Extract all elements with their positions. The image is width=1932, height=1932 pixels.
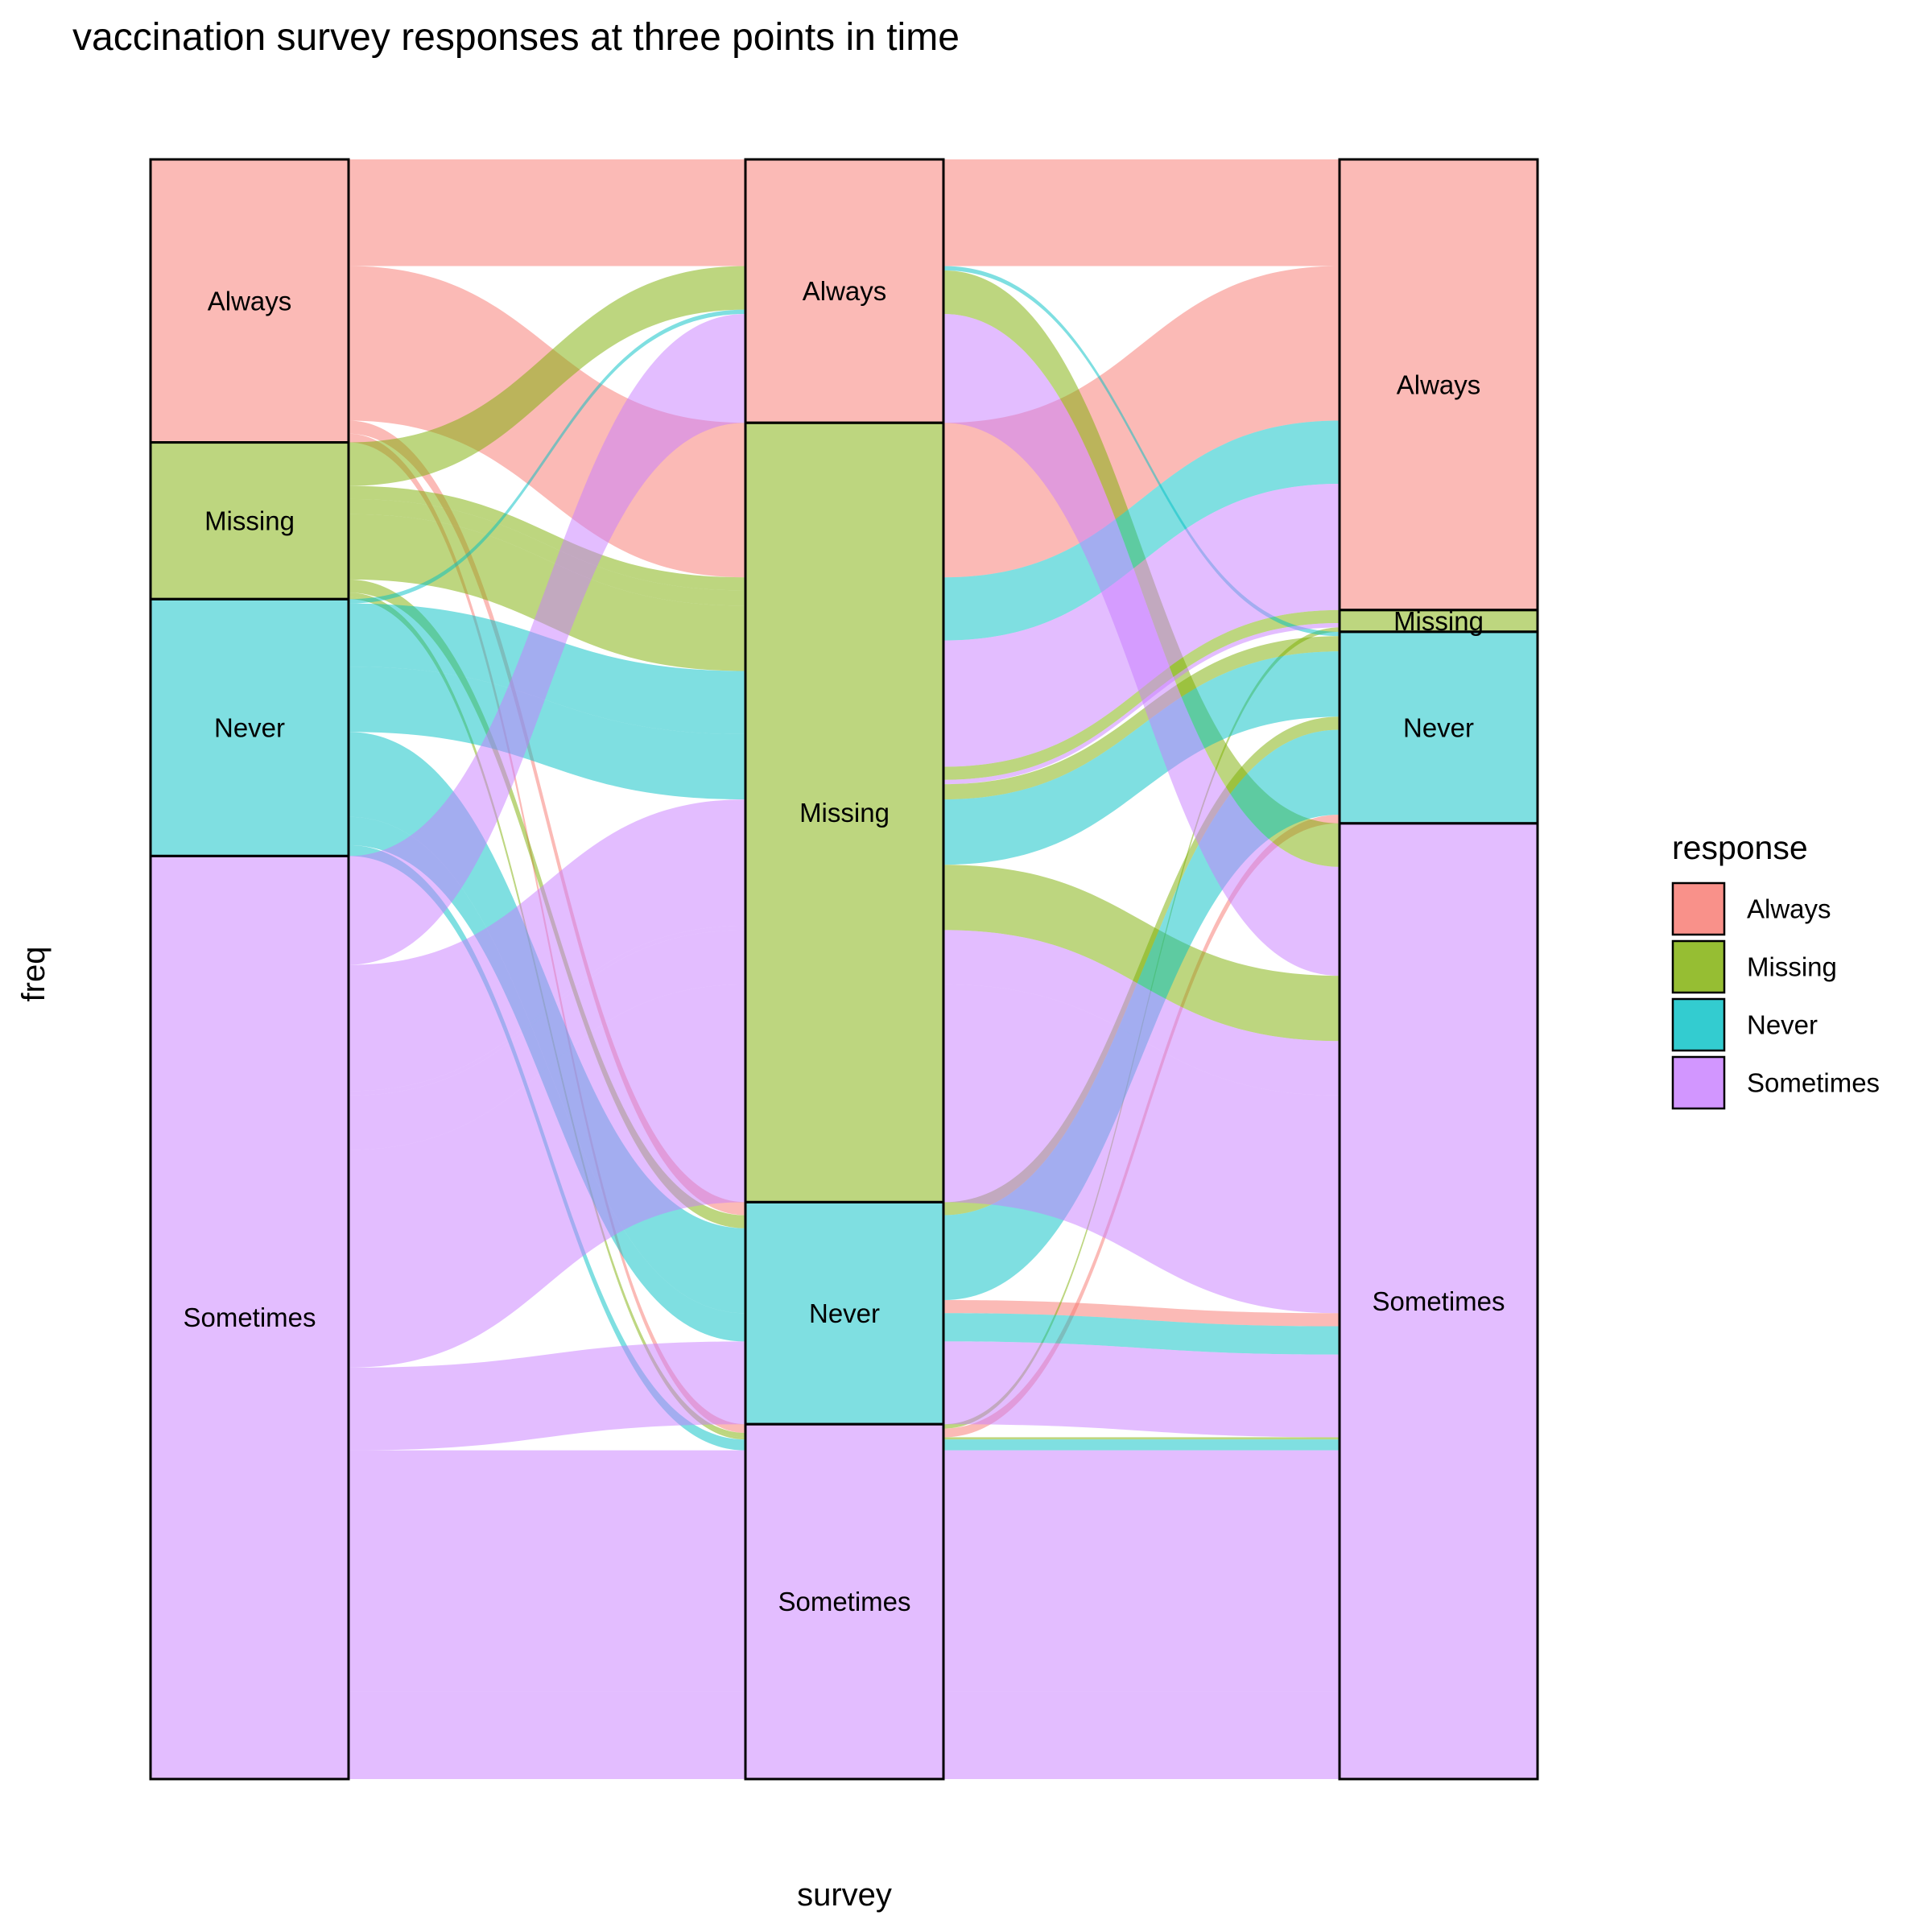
stratum-fill-axis2-missing	[745, 423, 943, 1203]
legend-label-always: Always	[1747, 894, 1831, 924]
legend-key-always	[1671, 881, 1726, 936]
flow-sometimes-missing-missing-seg2	[943, 623, 1340, 785]
flow-missing-missing-sometimes-seg2	[943, 865, 1340, 1042]
flow-sometimes-sometimes-sometimes-seg1	[349, 1450, 745, 1692]
legend-key-never	[1671, 997, 1726, 1052]
flow-never-always-never-seg1	[349, 309, 745, 604]
legend-label-never: Never	[1747, 1010, 1818, 1040]
stratum-fill-axis1-sometimes	[151, 856, 349, 1779]
legend-label-missing: Missing	[1747, 952, 1837, 982]
chart-title: vaccination survey responses at three po…	[72, 16, 960, 59]
stratum-label-axis2-sometimes: Sometimes	[778, 1587, 910, 1616]
stratum-label-axis2-missing: Missing	[799, 798, 890, 828]
stratum-fill-axis3-always	[1340, 159, 1538, 610]
legend-label-sometimes: Sometimes	[1747, 1068, 1880, 1098]
strata-layer: Always Missing Never Sometimes Always Missing…	[149, 158, 1539, 1781]
stratum-fill-axis1-missing	[151, 442, 349, 600]
stratum-label-axis1-always: Always	[208, 286, 292, 316]
flow-never-never-sometimes-seg2	[943, 1313, 1340, 1355]
legend-key-missing	[1671, 939, 1726, 994]
stratum-label-axis1-sometimes: Sometimes	[183, 1302, 316, 1332]
flow-sometimes-missing-sometimes-seg2	[943, 930, 1340, 1096]
flows-layer	[349, 159, 1340, 1779]
flow-missing-missing-never-seg1	[349, 498, 745, 606]
stratum-label-axis3-missing: Missing	[1393, 606, 1484, 636]
flow-sometimes-never-sometimes-seg1	[349, 1341, 745, 1451]
legend-key-sometimes	[1671, 1055, 1726, 1110]
stratum-box-axis2-sometimes	[744, 1422, 945, 1781]
stratum-label-axis3-sometimes: Sometimes	[1372, 1286, 1505, 1316]
flow-sometimes-sometimes-sometimes-seg2	[943, 1450, 1340, 1692]
flow-always-always-always-seg1	[349, 159, 745, 266]
stratum-fill-axis1-never	[151, 599, 349, 857]
flow-sometimes-missing-always-seg1	[349, 799, 745, 1092]
stratum-fill-axis2-never	[745, 1202, 943, 1425]
stratum-box-axis3-sometimes	[1338, 822, 1539, 1781]
flow-sometimes-missing-sometimes-seg2	[943, 984, 1340, 1314]
flow-sometimes-missing-sometimes-seg1	[349, 930, 745, 1150]
flow-never-missing-never-seg1	[349, 667, 745, 800]
x-axis-label: survey	[797, 1877, 892, 1913]
y-axis-label: freq	[16, 947, 52, 1002]
legend-title: response	[1672, 829, 1808, 866]
flow-missing-missing-never-seg2	[943, 636, 1340, 800]
flow-sometimes-missing-missing-seg1	[349, 925, 745, 1096]
flow-always-missing-always-seg2	[943, 266, 1340, 578]
flow-sometimes-sometimes-sometimes-seg1	[349, 1691, 745, 1779]
stratum-label-axis3-always: Always	[1397, 369, 1481, 399]
flow-missing-never-never-seg2	[943, 716, 1340, 1216]
flow-sometimes-never-sometimes-seg2	[943, 1341, 1340, 1438]
stratum-box-axis1-sometimes	[149, 854, 350, 1781]
flow-missing-sometimes-sometimes-seg2	[943, 1437, 1340, 1440]
stratum-fill-axis2-always	[745, 159, 943, 423]
stratum-fill-axis3-sometimes	[1340, 823, 1538, 1780]
flow-always-missing-always-seg1	[349, 266, 745, 578]
stratum-fill-axis2-sometimes	[745, 1424, 943, 1779]
stratum-fill-axis3-missing	[1340, 609, 1538, 632]
legend-items: Always Missing Never Sometimes	[1671, 881, 1880, 1110]
flow-always-never-sometimes-seg2	[943, 1300, 1340, 1327]
flow-never-always-never-seg2	[943, 266, 1340, 637]
stratum-label-axis2-always: Always	[803, 276, 887, 306]
stratum-label-axis1-never: Never	[214, 712, 285, 742]
flow-sometimes-missing-sometimes-seg1	[349, 984, 745, 1368]
flow-missing-always-sometimes-seg1	[349, 266, 745, 486]
flow-always-never-sometimes-seg1	[349, 420, 745, 1216]
flow-never-sometimes-sometimes-seg2	[943, 1439, 1340, 1451]
flow-missing-missing-missing-seg1	[349, 485, 745, 591]
stratum-fill-axis1-always	[151, 159, 349, 443]
flow-never-missing-always-seg2	[943, 420, 1340, 641]
legend: response Always Missing Never Sometimes	[1671, 829, 1880, 1110]
stratum-label-axis3-never: Never	[1403, 712, 1474, 742]
flow-sometimes-sometimes-sometimes-seg2	[943, 1691, 1340, 1779]
flow-sometimes-always-sometimes-seg1	[349, 314, 745, 965]
flow-sometimes-missing-always-seg2	[943, 483, 1340, 767]
flow-never-missing-never-seg2	[943, 651, 1340, 865]
stratum-label-axis1-missing: Missing	[204, 506, 295, 535]
flow-always-always-always-seg2	[943, 159, 1340, 266]
stratum-label-axis2-never: Never	[809, 1298, 880, 1328]
stratum-fill-axis3-never	[1340, 631, 1538, 824]
